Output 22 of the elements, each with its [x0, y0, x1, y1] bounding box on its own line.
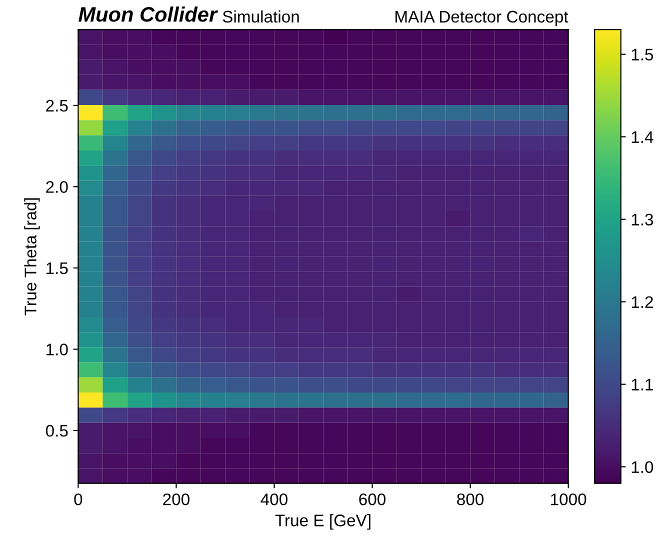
- y-tick-label: 1.5: [46, 262, 68, 274]
- color-bar-label: 1.4: [632, 131, 654, 143]
- chart-title: Muon Collider: [78, 6, 218, 22]
- x-tick-label: 1000: [551, 493, 586, 506]
- chart-subtitle: Simulation: [222, 10, 299, 23]
- y-tick-label: 2.0: [46, 181, 68, 193]
- x-axis-title: True E [GeV]: [275, 514, 370, 530]
- y-axis-title: True Theta [rad]: [24, 198, 40, 316]
- y-tick-label: 2.5: [46, 100, 68, 112]
- color-bar-label: 1.0: [632, 461, 654, 474]
- x-tick-label: 600: [359, 493, 386, 506]
- color-bar-label: 1.1: [632, 378, 653, 390]
- color-bar-label: 1.3: [632, 214, 654, 226]
- y-tick-label: 1.0: [46, 344, 68, 356]
- x-tick-label: 800: [457, 493, 484, 506]
- x-tick-label: 400: [260, 493, 288, 506]
- y-tick-label: 0.5: [46, 424, 68, 437]
- x-tick-label: 200: [163, 493, 190, 506]
- color-bar-label: 1.2: [632, 296, 653, 308]
- x-tick-label: 0: [74, 493, 82, 506]
- text: MAIA Detector Concept: [396, 10, 568, 26]
- color-bar-label: 1.5: [632, 48, 654, 60]
